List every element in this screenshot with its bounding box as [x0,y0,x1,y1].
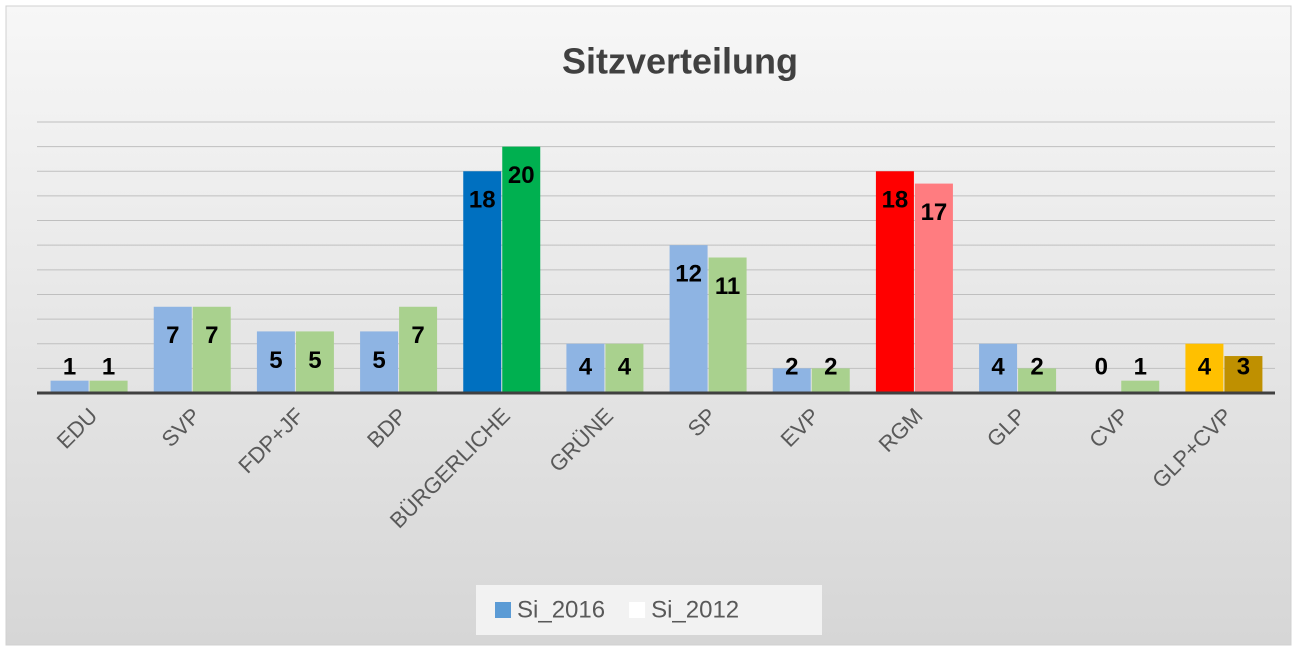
bar [1224,356,1263,393]
bar [360,331,399,393]
data-label: 3 [1237,353,1250,380]
bar [295,331,334,393]
bar [1018,368,1057,393]
bar [875,171,914,393]
data-label: 17 [921,199,948,226]
bar [256,331,295,393]
bar [708,257,747,393]
data-label: 2 [1030,353,1043,380]
bar [605,343,644,393]
bar [1185,343,1224,393]
data-label: 0 [1095,353,1108,380]
data-label: 20 [508,162,535,189]
bar [463,171,502,393]
bar [399,306,438,393]
bar [772,368,811,393]
data-label: 4 [991,353,1005,380]
bar [914,183,953,393]
bar [669,245,708,393]
legend-label: Si_2012 [651,596,739,623]
bar [811,368,850,393]
bar [89,380,128,393]
data-label: 4 [579,353,593,380]
data-label: 4 [1198,353,1212,380]
data-label: 5 [308,347,321,374]
data-label: 12 [675,261,702,288]
data-label: 1 [1134,353,1147,380]
bar [1121,380,1160,393]
bar [153,306,192,393]
data-label: 1 [63,353,76,380]
chart-title: Sitzverteilung [562,41,798,82]
data-label: 5 [372,347,385,374]
data-label: 7 [166,322,179,349]
data-label: 18 [882,187,909,214]
data-label: 4 [618,353,632,380]
bar [566,343,605,393]
data-label: 7 [205,322,218,349]
data-label: 18 [469,187,496,214]
bar [192,306,231,393]
bar [50,380,89,393]
bar [502,146,541,393]
data-label: 1 [102,353,115,380]
legend-label: Si_2016 [517,596,605,623]
data-label: 2 [824,353,837,380]
data-label: 11 [715,273,740,300]
legend-swatch [629,602,646,618]
legend-box [476,585,822,635]
data-label: 5 [269,347,282,374]
legend-swatch [495,602,511,618]
data-label: 2 [785,353,798,380]
data-label: 7 [411,322,424,349]
bar [979,343,1018,393]
